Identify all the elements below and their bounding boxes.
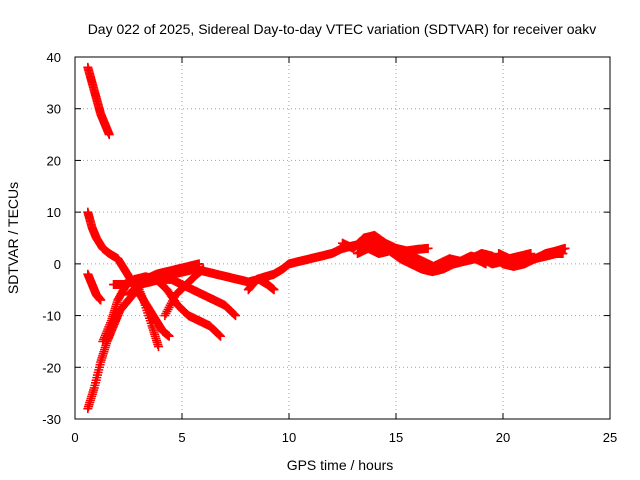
data-point-marker [153, 342, 163, 352]
data-point-marker [162, 306, 172, 316]
data-point-marker [423, 243, 433, 253]
grid-lines [75, 57, 610, 419]
data-point-marker [526, 249, 536, 259]
series-arc-3 [83, 269, 106, 305]
x-tick-label: 5 [178, 430, 185, 445]
x-tick-label: 15 [389, 430, 403, 445]
data-point-marker [228, 309, 238, 319]
x-tick-label: 25 [603, 430, 617, 445]
data-point-marker [165, 300, 175, 310]
data-point-marker [213, 329, 223, 339]
data-point-marker [103, 324, 113, 334]
data-point-marker [269, 285, 279, 295]
y-tick-label: 0 [54, 257, 61, 272]
y-tick-label: 30 [47, 102, 61, 117]
x-tick-label: 0 [71, 430, 78, 445]
x-tick-label: 10 [282, 430, 296, 445]
x-axis-label: GPS time / hours [287, 457, 394, 473]
y-tick-label: 10 [47, 205, 61, 220]
data-point-marker [105, 320, 115, 330]
plot-frame [74, 56, 611, 420]
series-arc-14 [466, 243, 570, 271]
data-point-marker [137, 291, 147, 301]
data-point-marker [138, 293, 148, 303]
data-point-marker [216, 331, 226, 341]
y-axis-label: SDTVAR / TECUs [5, 182, 21, 294]
data-point-marker [102, 326, 112, 336]
series-arc-15 [494, 249, 536, 264]
data-point-marker [160, 311, 170, 321]
series-arc-1 [83, 62, 114, 140]
y-tick-label: 20 [47, 153, 61, 168]
data-point-marker [99, 334, 109, 344]
data-point-marker [104, 130, 114, 140]
data-point-marker [167, 296, 177, 306]
data-point-marker [100, 332, 110, 342]
data-point-marker [98, 336, 108, 346]
data-point-marker [164, 302, 174, 312]
data-point-marker [106, 318, 116, 328]
data-point-marker [166, 298, 176, 308]
data-point-marker [481, 259, 491, 269]
series-arc-13 [391, 243, 433, 256]
x-tick-label: 20 [496, 430, 510, 445]
data-point-marker [96, 295, 106, 305]
data-point-marker [101, 328, 111, 338]
data-point-marker [198, 264, 208, 274]
series-arc-9 [160, 264, 208, 321]
data-point-marker [168, 294, 178, 304]
data-point-marker [104, 322, 114, 332]
data-point-marker [214, 330, 224, 340]
data-point-marker [136, 289, 146, 299]
y-tick-label: -20 [42, 360, 61, 375]
axis-ticks: 0 5 10 15 20 25 -30 -20 -10 0 10 20 30 40 [42, 50, 617, 445]
data-point-marker [229, 310, 239, 320]
y-tick-label: -10 [42, 309, 61, 324]
series-arc-5 [98, 274, 163, 352]
data-point-marker [231, 311, 240, 321]
data-point-marker [161, 309, 171, 319]
data-series [83, 62, 570, 414]
data-point-marker [163, 304, 173, 314]
series-arc-11 [338, 230, 444, 274]
data-point-marker [164, 331, 174, 341]
data-point-marker [100, 330, 110, 340]
chart-title: Day 022 of 2025, Sidereal Day-to-day VTE… [88, 21, 597, 37]
y-tick-label: 40 [47, 50, 61, 65]
data-point-marker [560, 243, 570, 253]
y-tick-label: -30 [42, 412, 61, 427]
